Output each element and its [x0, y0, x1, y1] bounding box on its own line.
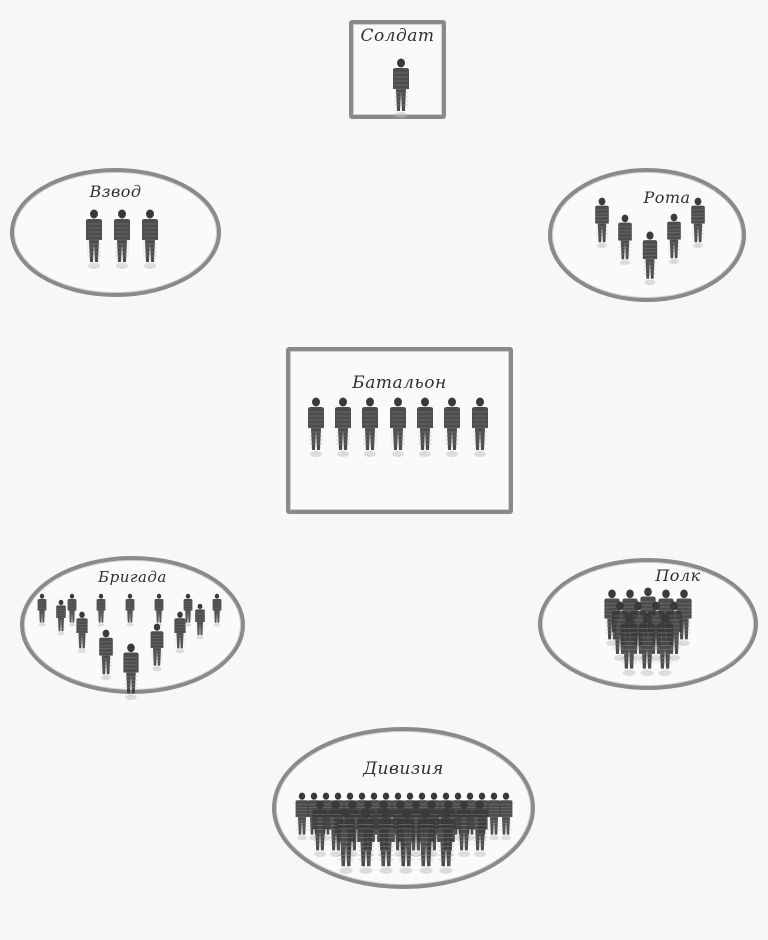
- soldier-figure-icon: [96, 593, 106, 627]
- soldier-figure-icon: [114, 209, 130, 269]
- soldier-figure-icon: [76, 611, 88, 654]
- soldier-figure-icon: [99, 629, 113, 681]
- soldier-box: Солдат: [349, 20, 446, 119]
- regiment-label: Полк: [655, 566, 701, 585]
- soldier-figure-icon: [183, 593, 193, 627]
- platoon-figures: [86, 209, 158, 269]
- soldier-figure-icon: [499, 792, 513, 841]
- soldier-figure-icon: [337, 808, 355, 874]
- soldier-figure-icon: [150, 623, 164, 672]
- soldier-figure-icon: [618, 214, 632, 266]
- soldier-figure-icon: [174, 611, 186, 654]
- soldier-figure-icon: [212, 593, 222, 627]
- soldier-figure-icon: [37, 593, 47, 627]
- battalion-box: Батальон: [286, 347, 513, 514]
- soldier-figure-icon: [667, 213, 681, 265]
- division-oval: Дивизия: [272, 727, 535, 889]
- soldier-figure-icon: [437, 808, 455, 874]
- soldier-figure-icon: [642, 231, 658, 286]
- soldier-figure-icon: [312, 800, 328, 858]
- soldier-figure-icon: [456, 800, 472, 858]
- battalion-figures: [308, 397, 488, 457]
- soldier-figure-icon: [397, 808, 415, 874]
- brigade-oval: Бригада: [20, 556, 245, 701]
- battalion-label: Батальон: [352, 373, 447, 393]
- soldier-label: Солдат: [360, 26, 435, 46]
- soldier-figure-icon: [393, 58, 409, 118]
- soldier-figures: [393, 58, 409, 118]
- company-label: Рота: [643, 188, 691, 207]
- brigade-label: Бригада: [98, 568, 167, 586]
- division-figures: [295, 792, 513, 874]
- soldier-figure-icon: [472, 800, 488, 858]
- soldier-figure-icon: [595, 197, 609, 249]
- soldier-figure-icon: [638, 613, 656, 676]
- soldier-figure-icon: [417, 397, 433, 457]
- regiment-figures: [604, 587, 692, 676]
- soldier-figure-icon: [362, 397, 378, 457]
- brigade-figures: [37, 593, 222, 701]
- company-figures: [595, 197, 705, 286]
- soldier-figure-icon: [620, 613, 638, 676]
- soldier-figure-icon: [691, 197, 705, 249]
- soldier-figure-icon: [56, 599, 66, 636]
- soldier-figure-icon: [377, 808, 395, 874]
- soldier-figure-icon: [67, 593, 77, 627]
- soldier-figure-icon: [417, 808, 435, 874]
- soldier-figure-icon: [195, 603, 205, 640]
- soldier-figure-icon: [123, 643, 139, 701]
- soldier-figure-icon: [444, 397, 460, 457]
- soldier-figure-icon: [335, 397, 351, 457]
- platoon-label: Взвод: [89, 182, 142, 201]
- soldier-figure-icon: [154, 593, 164, 627]
- regiment-oval: Полк: [538, 558, 758, 690]
- soldier-figure-icon: [656, 613, 674, 676]
- soldier-figure-icon: [676, 589, 692, 647]
- soldier-figure-icon: [125, 593, 135, 627]
- soldier-figure-icon: [295, 792, 309, 841]
- soldier-figure-icon: [142, 209, 158, 269]
- division-label: Дивизия: [363, 759, 444, 779]
- platoon-oval: Взвод: [10, 168, 221, 297]
- company-oval: Рота: [548, 168, 746, 302]
- soldier-figure-icon: [357, 808, 375, 874]
- soldier-figure-icon: [487, 792, 501, 841]
- soldier-figure-icon: [308, 397, 324, 457]
- soldier-figure-icon: [86, 209, 102, 269]
- soldier-figure-icon: [390, 397, 406, 457]
- soldier-figure-icon: [472, 397, 488, 457]
